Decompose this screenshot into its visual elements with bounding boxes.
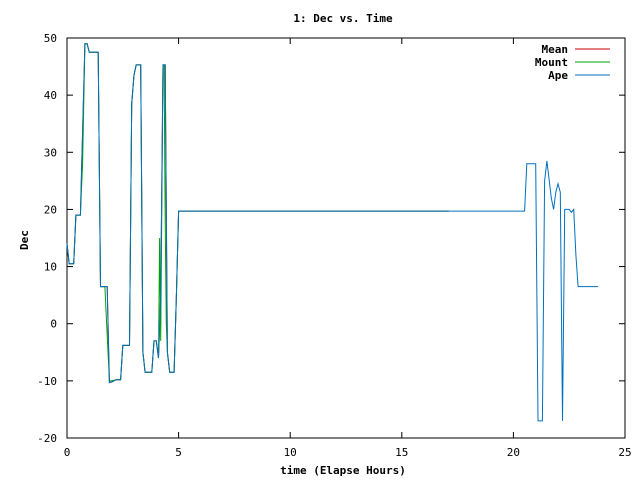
y-tick-label: 30: [44, 146, 57, 159]
y-tick-label: 10: [44, 261, 57, 274]
y-tick-label: -20: [37, 432, 57, 445]
series-line-mount: [66, 43, 449, 382]
chart-title: 1: Dec vs. Time: [293, 12, 393, 25]
legend-label-mean: Mean: [542, 43, 569, 56]
x-tick-label: 5: [175, 446, 182, 459]
x-tick-label: 20: [507, 446, 520, 459]
legend-label-ape: Ape: [548, 69, 568, 82]
x-axis-label: time (Elapse Hours): [280, 464, 406, 477]
y-tick-label: 0: [50, 318, 57, 331]
y-axis-label: Dec: [18, 230, 31, 250]
legend-label-mount: Mount: [535, 56, 568, 69]
y-tick-label: 50: [44, 32, 57, 45]
y-tick-label: -10: [37, 375, 57, 388]
plot-border: [66, 37, 626, 439]
y-tick-label: 20: [44, 203, 57, 216]
x-tick-label: 0: [64, 446, 71, 459]
series-line-ape: [66, 43, 599, 422]
x-tick-label: 15: [395, 446, 408, 459]
x-tick-label: 25: [618, 446, 631, 459]
x-tick-label: 10: [284, 446, 297, 459]
y-tick-label: 40: [44, 89, 57, 102]
series-line-mean: [66, 43, 449, 384]
